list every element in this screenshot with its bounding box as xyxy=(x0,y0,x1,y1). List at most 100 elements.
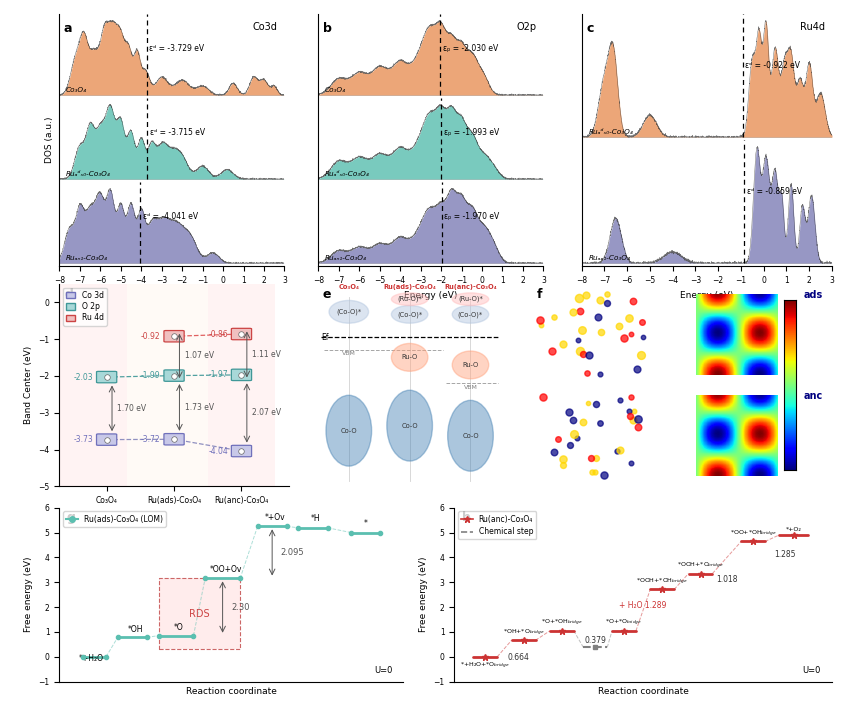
Text: Ruₐₙ₁-Co₃O₄: Ruₐₙ₁-Co₃O₄ xyxy=(588,255,630,261)
Y-axis label: DOS (a.u.): DOS (a.u.) xyxy=(45,117,53,163)
Ellipse shape xyxy=(453,351,489,379)
Ellipse shape xyxy=(387,391,432,461)
Bar xyxy=(208,284,275,486)
Text: *O+*OH$_{bridge}$: *O+*OH$_{bridge}$ xyxy=(541,618,582,628)
Text: *OH+*O$_{bridge}$: *OH+*O$_{bridge}$ xyxy=(503,628,544,638)
Text: 1.11 eV: 1.11 eV xyxy=(252,350,281,359)
Text: e: e xyxy=(322,288,330,301)
FancyBboxPatch shape xyxy=(97,371,117,383)
Text: *O+*O$_{bridge}$: *O+*O$_{bridge}$ xyxy=(605,618,643,628)
FancyBboxPatch shape xyxy=(164,370,184,381)
Text: εᵈ = -3.715 eV: εᵈ = -3.715 eV xyxy=(149,128,205,137)
X-axis label: Energy (eV): Energy (eV) xyxy=(404,290,458,300)
Text: Ef: Ef xyxy=(321,332,329,342)
Text: Ru(ads)-Co₃O₄: Ru(ads)-Co₃O₄ xyxy=(383,284,436,290)
Text: Ru(anc)-Co₃O₄: Ru(anc)-Co₃O₄ xyxy=(444,284,497,290)
Text: U=0: U=0 xyxy=(374,666,393,674)
Text: -4.04: -4.04 xyxy=(208,447,228,456)
Text: *+H₂O+*O$_{bridge}$: *+H₂O+*O$_{bridge}$ xyxy=(460,660,510,671)
Text: RDS: RDS xyxy=(189,609,210,619)
X-axis label: Energy (eV): Energy (eV) xyxy=(680,290,734,300)
Text: Ru-O: Ru-O xyxy=(402,354,418,361)
Y-axis label: Band Center (eV): Band Center (eV) xyxy=(24,346,33,425)
Y-axis label: Free energy (eV): Free energy (eV) xyxy=(24,557,33,633)
Text: 1.07 eV: 1.07 eV xyxy=(185,351,214,361)
Text: b: b xyxy=(323,22,332,35)
Text: *OO+Ov: *OO+Ov xyxy=(210,565,242,574)
FancyBboxPatch shape xyxy=(231,328,251,340)
Ellipse shape xyxy=(391,344,428,371)
Text: *+H₂O: *+H₂O xyxy=(79,654,104,663)
Text: εᵈ = -0.922 eV: εᵈ = -0.922 eV xyxy=(745,61,801,70)
Text: 2.095: 2.095 xyxy=(281,548,305,557)
Text: anc: anc xyxy=(804,391,823,401)
Text: d: d xyxy=(64,288,73,301)
Text: *H: *H xyxy=(311,514,321,523)
Text: *+Ov: *+Ov xyxy=(265,513,285,522)
Text: (Ru-O)*: (Ru-O)* xyxy=(397,296,422,302)
Text: -3.72: -3.72 xyxy=(141,435,160,444)
Bar xyxy=(59,284,127,486)
Text: Ru4d: Ru4d xyxy=(800,22,824,32)
Text: εₚ = -1.993 eV: εₚ = -1.993 eV xyxy=(444,128,499,137)
Text: Ru-O: Ru-O xyxy=(463,362,479,368)
Ellipse shape xyxy=(453,293,489,305)
Text: (Co-O)*: (Co-O)* xyxy=(397,311,422,317)
Bar xyxy=(159,579,240,649)
FancyBboxPatch shape xyxy=(164,331,184,342)
Ellipse shape xyxy=(329,300,368,323)
Text: *OOH+*O$_{bridge}$: *OOH+*O$_{bridge}$ xyxy=(678,561,724,571)
Text: ads: ads xyxy=(804,290,823,300)
Text: 0.664: 0.664 xyxy=(508,652,530,662)
Text: *OO+*OH$_{bridge}$: *OO+*OH$_{bridge}$ xyxy=(729,529,777,539)
Text: -1.99: -1.99 xyxy=(141,371,160,380)
Text: 2.07 eV: 2.07 eV xyxy=(252,408,281,417)
Ellipse shape xyxy=(391,305,428,323)
Text: 1.73 eV: 1.73 eV xyxy=(185,403,214,412)
Text: Co-O: Co-O xyxy=(340,427,357,434)
X-axis label: Energy (eV): Energy (eV) xyxy=(145,290,199,300)
Text: VBM: VBM xyxy=(464,385,477,390)
FancyBboxPatch shape xyxy=(231,445,251,457)
Bar xyxy=(159,579,240,649)
Text: Co₃O₄: Co₃O₄ xyxy=(65,87,87,93)
Text: Ruₐₙ₁-Co₃O₄: Ruₐₙ₁-Co₃O₄ xyxy=(65,255,108,261)
Ellipse shape xyxy=(447,400,493,471)
X-axis label: Reaction coordinate: Reaction coordinate xyxy=(186,687,277,697)
Text: c: c xyxy=(587,22,594,35)
Text: -2.03: -2.03 xyxy=(74,373,93,381)
Text: εᵈ = -3.729 eV: εᵈ = -3.729 eV xyxy=(149,44,205,53)
Legend: Ru(ads)-Co₃O₄ (LOM): Ru(ads)-Co₃O₄ (LOM) xyxy=(63,511,166,527)
Text: VBM: VBM xyxy=(342,351,356,356)
Text: g: g xyxy=(66,511,76,524)
Y-axis label: Free energy (eV): Free energy (eV) xyxy=(419,557,428,633)
Text: εᵈ = -0.859 eV: εᵈ = -0.859 eV xyxy=(747,187,802,196)
Text: *O: *O xyxy=(174,623,183,632)
Text: h: h xyxy=(462,511,470,524)
Text: + H₂O 1.289: + H₂O 1.289 xyxy=(620,601,666,611)
Legend: Co 3d, O 2p, Ru 4d: Co 3d, O 2p, Ru 4d xyxy=(63,288,107,325)
Text: Co₃O₄: Co₃O₄ xyxy=(338,284,359,290)
Text: (Co-O)*: (Co-O)* xyxy=(336,309,362,315)
Text: Co3d: Co3d xyxy=(253,22,278,32)
Text: Ruₐᵈₛ₀-Co₃O₄: Ruₐᵈₛ₀-Co₃O₄ xyxy=(65,171,110,178)
Text: 2.30: 2.30 xyxy=(231,603,250,611)
Text: εₚ = -1.970 eV: εₚ = -1.970 eV xyxy=(444,212,499,221)
Text: a: a xyxy=(64,22,72,35)
Text: *+O₂: *+O₂ xyxy=(786,528,801,532)
Bar xyxy=(127,284,208,486)
Text: Ruₐᵈₛ₀-Co₃O₄: Ruₐᵈₛ₀-Co₃O₄ xyxy=(588,129,633,135)
FancyBboxPatch shape xyxy=(231,369,251,381)
Text: -3.73: -3.73 xyxy=(73,435,93,444)
Text: -0.92: -0.92 xyxy=(141,332,160,341)
Text: εᵈ = -4.041 eV: εᵈ = -4.041 eV xyxy=(143,212,198,221)
Text: -1.97: -1.97 xyxy=(208,371,228,379)
FancyBboxPatch shape xyxy=(97,434,117,445)
Text: -0.86: -0.86 xyxy=(208,329,228,339)
Text: Ruₐᵈₛ₀-Co₃O₄: Ruₐᵈₛ₀-Co₃O₄ xyxy=(324,171,369,178)
Text: (Co-O)*: (Co-O)* xyxy=(458,311,483,317)
Text: 1.70 eV: 1.70 eV xyxy=(117,404,147,413)
Text: (Ru-O)*: (Ru-O)* xyxy=(458,296,483,302)
X-axis label: Reaction coordinate: Reaction coordinate xyxy=(598,687,689,697)
Text: *: * xyxy=(363,519,368,528)
